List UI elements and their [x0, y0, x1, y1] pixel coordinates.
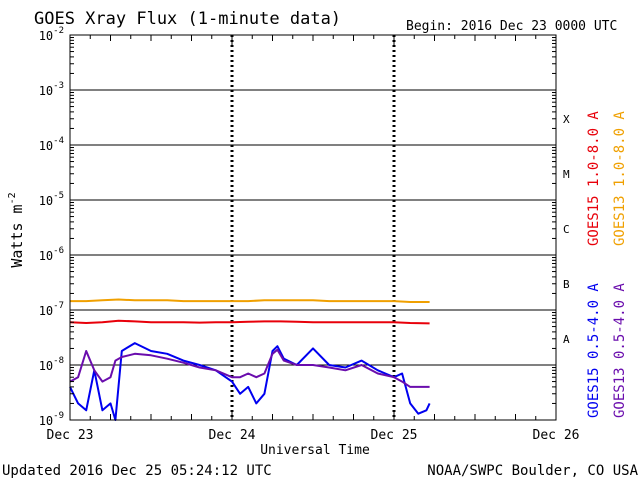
- flare-class-label: A: [563, 333, 570, 346]
- legend-entry: GOES13 0.5-4.0 A: [612, 283, 628, 418]
- legend: GOES15 1.0-8.0 A GOES13 1.0-8.0 A GOES15 0…: [586, 111, 628, 418]
- x-tick-labels: Dec 23 Dec 24 Dec 25 Dec 26: [47, 428, 580, 443]
- series-line: [69, 348, 430, 388]
- flare-class-label: C: [563, 223, 570, 236]
- x-tick-label: Dec 26: [533, 428, 580, 443]
- y-tick-label: 10-2: [39, 26, 64, 43]
- series-line: [69, 319, 430, 325]
- flare-class-label: B: [563, 278, 570, 291]
- x-axis-label: Universal Time: [260, 443, 370, 458]
- grid-lines: [70, 34, 556, 421]
- data-series: [69, 298, 431, 421]
- flare-class-label: M: [563, 168, 570, 181]
- flare-class-labels: A B C M X: [563, 113, 570, 346]
- updated-text: Updated 2016 Dec 25 05:24:12 UTC: [2, 463, 272, 479]
- begin-text: Begin: 2016 Dec 23 0000 UTC: [406, 19, 617, 34]
- x-tick-label: Dec 25: [371, 428, 418, 443]
- chart-title: GOES Xray Flux (1-minute data): [34, 9, 341, 29]
- y-tick-label: 10-6: [39, 246, 64, 263]
- series-line: [69, 342, 431, 421]
- y-tick-label: 10-5: [39, 191, 64, 208]
- flare-class-label: X: [563, 113, 570, 126]
- y-tick-label: 10-4: [39, 136, 64, 153]
- legend-entry: GOES13 1.0-8.0 A: [612, 111, 628, 246]
- series-line: [70, 298, 430, 303]
- legend-entry: GOES15 0.5-4.0 A: [586, 283, 602, 418]
- x-tick-label: Dec 23: [47, 428, 94, 443]
- plot-frame: [69, 34, 557, 421]
- y-tick-label: 10-7: [39, 301, 64, 318]
- y-tick-label: 10-9: [39, 411, 64, 428]
- y-tick-label: 10-3: [39, 81, 64, 98]
- credit-text: NOAA/SWPC Boulder, CO USA: [427, 463, 638, 479]
- y-tick-labels: 10-9 10-8 10-7 10-6 10-5 10-4 10-3 10-2: [39, 26, 64, 428]
- y-axis-label: Watts m-2: [7, 192, 26, 267]
- y-tick-label: 10-8: [39, 356, 64, 373]
- axis-ticks: [69, 35, 557, 420]
- x-tick-label: Dec 24: [209, 428, 256, 443]
- legend-entry: GOES15 1.0-8.0 A: [586, 111, 602, 246]
